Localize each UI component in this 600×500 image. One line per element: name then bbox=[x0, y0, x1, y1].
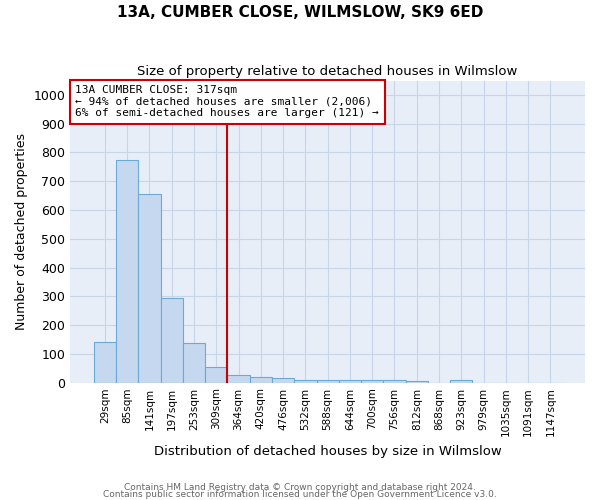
Bar bbox=[138, 194, 161, 382]
Title: Size of property relative to detached houses in Wilmslow: Size of property relative to detached ho… bbox=[137, 65, 518, 78]
Bar bbox=[294, 380, 317, 382]
Bar bbox=[339, 380, 361, 382]
Bar bbox=[161, 298, 183, 382]
Text: 13A, CUMBER CLOSE, WILMSLOW, SK9 6ED: 13A, CUMBER CLOSE, WILMSLOW, SK9 6ED bbox=[117, 5, 483, 20]
Y-axis label: Number of detached properties: Number of detached properties bbox=[15, 133, 28, 330]
Bar bbox=[116, 160, 138, 382]
Bar bbox=[227, 374, 250, 382]
Bar bbox=[361, 380, 383, 382]
Bar bbox=[406, 380, 428, 382]
Bar bbox=[94, 342, 116, 382]
Bar bbox=[205, 366, 227, 382]
Bar bbox=[250, 378, 272, 382]
Text: Contains HM Land Registry data © Crown copyright and database right 2024.: Contains HM Land Registry data © Crown c… bbox=[124, 484, 476, 492]
Bar bbox=[383, 380, 406, 382]
Bar bbox=[450, 380, 472, 382]
Text: Contains public sector information licensed under the Open Government Licence v3: Contains public sector information licen… bbox=[103, 490, 497, 499]
Text: 13A CUMBER CLOSE: 317sqm
← 94% of detached houses are smaller (2,006)
6% of semi: 13A CUMBER CLOSE: 317sqm ← 94% of detach… bbox=[76, 85, 379, 118]
Bar bbox=[183, 343, 205, 382]
Bar bbox=[317, 380, 339, 382]
X-axis label: Distribution of detached houses by size in Wilmslow: Distribution of detached houses by size … bbox=[154, 444, 502, 458]
Bar bbox=[272, 378, 294, 382]
